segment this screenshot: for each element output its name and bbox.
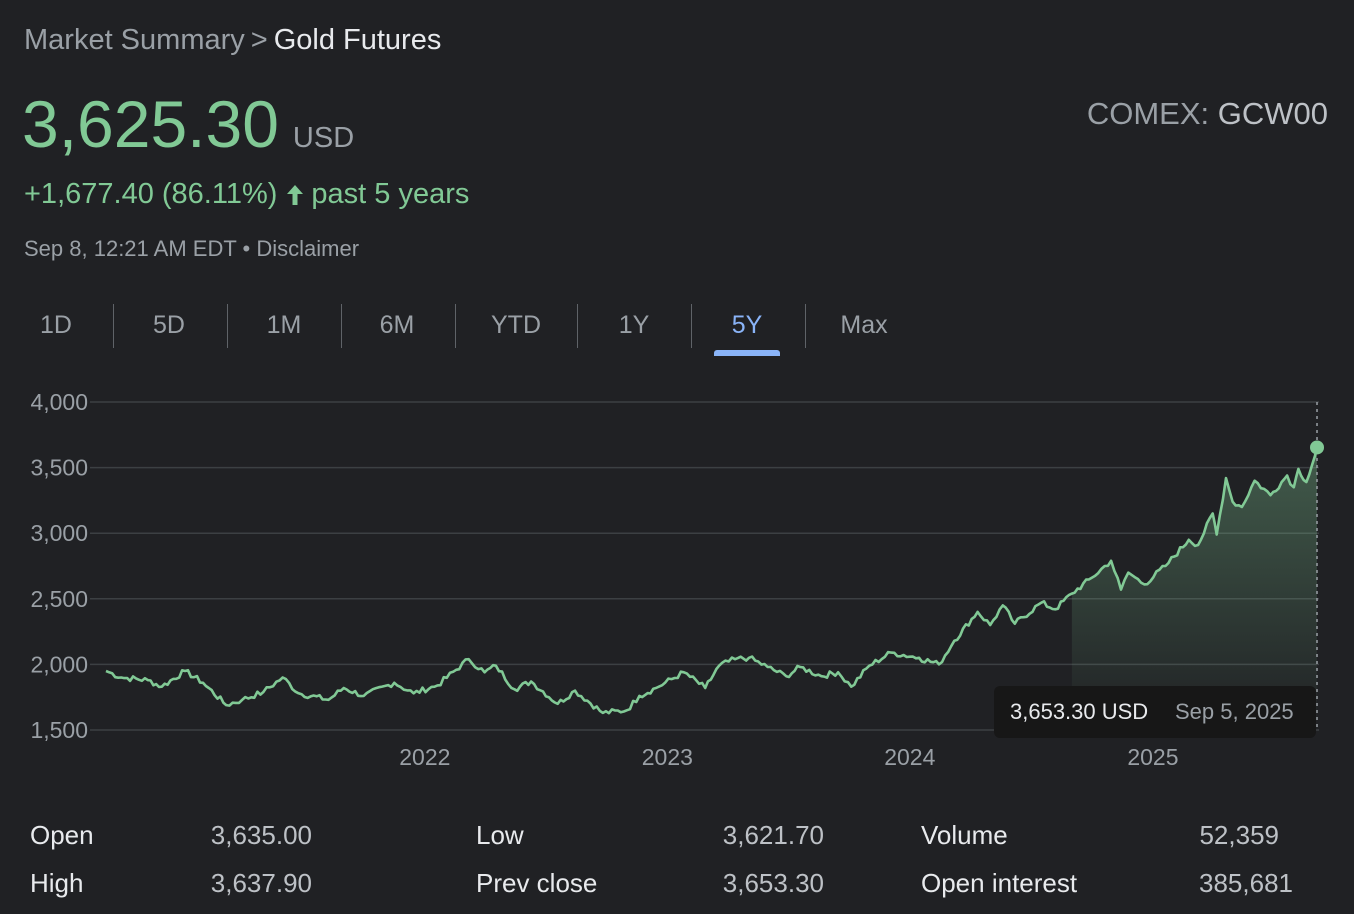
range-tab-5d[interactable]: 5D [137,300,201,348]
price-row: 3,625.30 USD [22,86,354,162]
range-tab-label: YTD [491,311,541,339]
stat-value-high: 3,637.90 [210,868,312,898]
stat-label-low: Low [476,820,524,850]
range-divider [113,304,114,348]
price-line [105,447,1319,715]
stat-value-prev-close: 3,653.30 [722,868,824,898]
breadcrumb: Market Summary > Gold Futures [24,24,441,57]
x-tick-label: 2024 [884,744,935,770]
range-tab-label: 1Y [618,311,650,339]
hover-point[interactable] [1310,440,1325,455]
y-tick-label: 4,000 [30,389,88,415]
bullet-separator: • [242,236,251,261]
active-tab-indicator [714,350,780,356]
range-tab-1d[interactable]: 1D [24,300,88,348]
stat-label-open-interest: Open interest [921,868,1078,898]
disclaimer-link[interactable]: Disclaimer [256,236,360,261]
range-tab-ytd[interactable]: YTD [478,300,554,348]
breadcrumb-current: Gold Futures [273,24,442,56]
range-tab-1m[interactable]: 1M [251,300,317,348]
price-currency: USD [292,122,355,154]
stat-value-open: 3,635.00 [210,820,312,850]
symbol-code: GCW00 [1217,96,1328,131]
price-area-fill [1071,447,1318,730]
breadcrumb-parent-link[interactable]: Market Summary [24,24,245,56]
range-divider [341,304,342,348]
breadcrumb-separator: > [250,24,268,56]
y-tick-label: 1,500 [30,717,88,743]
range-tab-1y[interactable]: 1Y [601,300,667,348]
quote-timestamp: Sep 8, 12:21 AM EDT [24,236,237,261]
price-chart[interactable]: 4,000 3,500 3,000 2,500 2,000 1,500 2022 2023 20… [0,380,1354,780]
stats-table: Open 3,635.00 Low 3,621.70 Volume 52,359… [0,810,1354,914]
range-tab-6m[interactable]: 6M [364,300,430,348]
y-tick-label: 2,000 [30,651,88,677]
tooltip-box [994,686,1316,738]
change-value: +1,677.40 (86.11%) [24,178,278,210]
exchange-label: COMEX: [1086,96,1210,131]
stat-value-open-interest: 385,681 [1199,868,1293,898]
x-tick-label: 2025 [1127,744,1178,770]
stat-value-low: 3,621.70 [722,820,824,850]
x-tick-label: 2023 [642,744,693,770]
y-tick-label: 3,000 [30,520,88,546]
current-price: 3,625.30 [22,87,279,161]
range-divider [577,304,578,348]
change-period: past 5 years [311,178,470,210]
stat-label-volume: Volume [921,820,1008,850]
range-tab-label: 1M [266,311,302,339]
stat-value-volume: 52,359 [1199,820,1279,850]
range-tab-label: Max [840,311,888,339]
stat-label-prev-close: Prev close [476,868,598,898]
time-range-selector: 1D 5D 1M 6M YTD 1Y 5Y Max [0,300,920,360]
price-change: +1,677.40 (86.11%) past 5 years [24,178,469,211]
quote-timestamp-row: Sep 8, 12:21 AM EDT • Disclaimer [24,236,359,262]
range-divider [805,304,806,348]
range-tab-max[interactable]: Max [829,300,899,348]
tooltip-value: 3,653.30 USD [1010,699,1148,724]
stat-label-high: High [30,868,84,898]
range-tab-5y[interactable]: 5Y [714,300,780,356]
ticker-symbol: COMEX: GCW00 [1087,96,1328,132]
y-tick-label: 2,500 [30,586,88,612]
range-divider [227,304,228,348]
range-tab-label: 5D [153,311,185,339]
range-divider [455,304,456,348]
range-tab-label: 1D [40,311,72,339]
x-tick-label: 2022 [399,744,450,770]
stat-label-open: Open [30,820,94,850]
range-tab-label: 6M [379,311,415,339]
y-tick-label: 3,500 [30,455,88,481]
arrow-up-icon [287,184,304,205]
tooltip-date: Sep 5, 2025 [1175,699,1294,724]
range-tab-label: 5Y [731,311,763,339]
range-divider [691,304,692,348]
